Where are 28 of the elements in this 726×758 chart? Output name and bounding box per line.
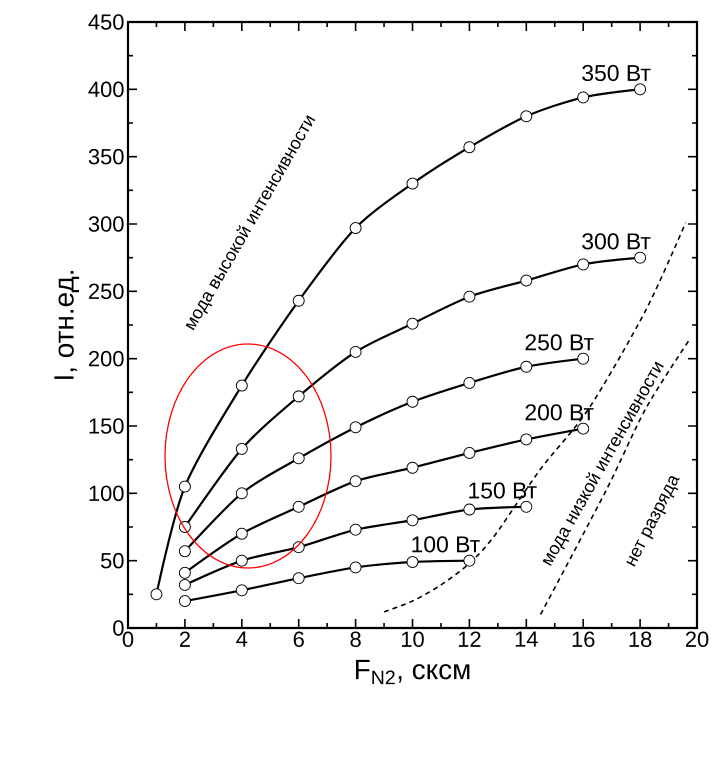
y-tick-label: 50 [100, 552, 124, 568]
x-tick-label: 18 [630, 632, 652, 648]
x-tick-label: 2 [180, 632, 190, 647]
x-tick-label: 20 [686, 632, 708, 648]
y-tick-label: 300 [88, 216, 124, 232]
y-axis-title: I, отн.ед. [54, 271, 80, 379]
x-axis-title: F$_{N2}$, сксм [356, 660, 470, 684]
x-tick-label: 10 [402, 632, 424, 648]
y-tick-label: 0 [113, 620, 124, 636]
y-tick-label: 100 [90, 486, 124, 502]
y-tick-label: 400 [88, 82, 124, 98]
y-tick-label: 350 [88, 148, 124, 164]
x-tick-label: 12 [458, 632, 480, 647]
x-tick-label: 14 [516, 632, 538, 647]
series-label: 150 Вт [469, 482, 537, 499]
series-label: 100 Вт [412, 536, 480, 552]
x-tick-label: 8 [350, 632, 361, 648]
series-label: 300 Вт [582, 233, 651, 250]
x-tick-label: 16 [572, 632, 594, 648]
y-tick-label: 150 [90, 418, 124, 434]
series-label: 350 Вт [582, 64, 651, 82]
series-label: 250 Вт [526, 334, 594, 350]
y-tick-label: 200 [89, 350, 124, 366]
x-tick-label: 6 [294, 632, 304, 648]
y-tick-label: 250 [89, 284, 124, 300]
x-tick-label: 4 [236, 632, 248, 647]
series-label: 200 Вт [526, 404, 594, 420]
y-tick-label: 450 [88, 14, 124, 30]
